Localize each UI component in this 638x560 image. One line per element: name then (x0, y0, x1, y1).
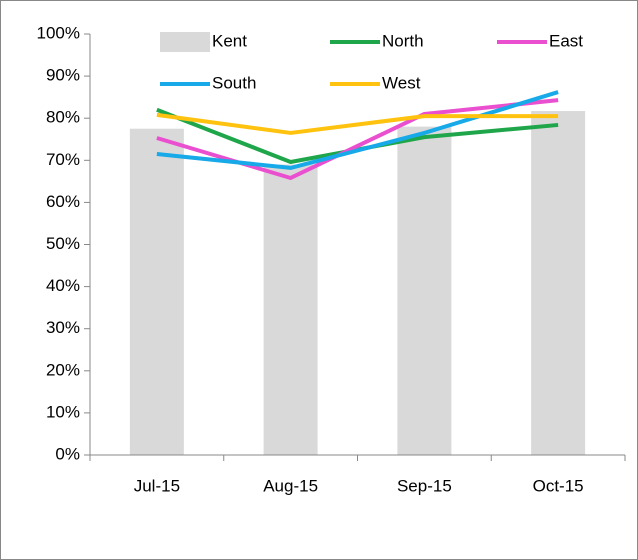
y-tick-label: 70% (46, 150, 80, 169)
x-tick-label: Jul-15 (134, 476, 180, 495)
y-tick-label: 100% (37, 23, 80, 42)
legend-label: Kent (212, 31, 247, 50)
bar (263, 164, 318, 455)
line-series (156, 98, 559, 180)
legend-label: South (212, 73, 256, 92)
bar (397, 126, 452, 456)
legend-label: East (549, 31, 583, 50)
y-tick-label: 80% (46, 108, 80, 127)
y-tick-label: 60% (46, 192, 80, 211)
bar (531, 111, 586, 455)
x-tick-label: Sep-15 (397, 476, 452, 495)
bar (129, 128, 184, 455)
line-series (156, 90, 559, 170)
legend-label: West (382, 73, 421, 92)
y-tick-label: 30% (46, 318, 80, 337)
y-tick-label: 0% (55, 444, 80, 463)
y-tick-label: 50% (46, 234, 80, 253)
y-tick-label: 20% (46, 360, 80, 379)
legend-swatch (160, 32, 210, 52)
x-tick-label: Aug-15 (263, 476, 318, 495)
line-series (156, 112, 559, 135)
x-tick-label: Oct-15 (533, 476, 584, 495)
y-tick-label: 10% (46, 402, 80, 421)
y-tick-label: 40% (46, 276, 80, 295)
legend-label: North (382, 31, 424, 50)
y-tick-label: 90% (46, 66, 80, 85)
